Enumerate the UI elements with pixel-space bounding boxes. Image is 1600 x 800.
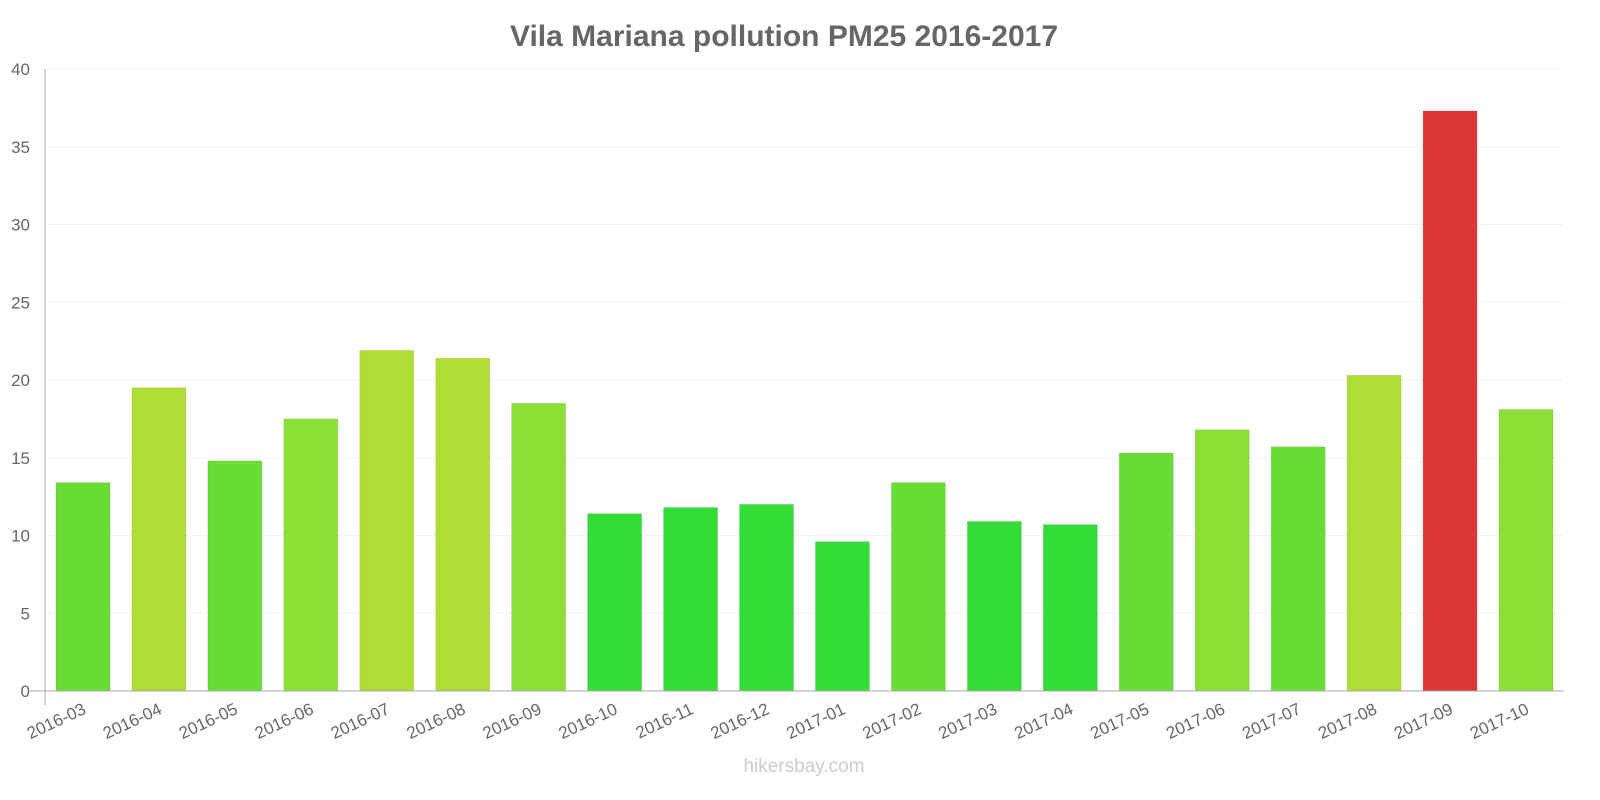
bar-2017-07[interactable] xyxy=(1270,446,1326,692)
bar-2017-05[interactable] xyxy=(1118,452,1174,692)
x-tick-label: 2016-09 xyxy=(480,699,545,743)
y-tick-label: 10 xyxy=(11,527,30,546)
x-tick-label: 2016-04 xyxy=(100,699,165,743)
y-tick-label: 5 xyxy=(21,604,30,623)
bar-2016-09[interactable] xyxy=(511,402,567,692)
x-tick-label: 2017-03 xyxy=(935,699,1000,743)
y-tick-label: 0 xyxy=(21,682,30,701)
x-tick-label: 2016-06 xyxy=(252,699,317,743)
bar-2017-04[interactable] xyxy=(1042,524,1098,692)
bar-2016-06[interactable] xyxy=(283,418,339,692)
x-tick-label: 2017-01 xyxy=(784,699,849,743)
footer-source[interactable]: hikersbay.com xyxy=(743,756,864,777)
x-tick-label: 2017-07 xyxy=(1239,699,1304,743)
bar-2016-12[interactable] xyxy=(739,503,795,692)
bar-2017-10[interactable] xyxy=(1498,409,1554,692)
x-tick-label: 2016-11 xyxy=(633,699,696,742)
y-tick-label: 20 xyxy=(11,371,30,390)
y-tick-label: 25 xyxy=(11,293,30,312)
bar-2017-03[interactable] xyxy=(966,521,1022,692)
bars xyxy=(55,110,1554,692)
x-tick-label: 2017-02 xyxy=(860,699,925,743)
bar-2016-05[interactable] xyxy=(207,460,263,692)
bar-2016-07[interactable] xyxy=(359,349,415,692)
bar-2017-06[interactable] xyxy=(1194,429,1250,692)
x-tick-label: 2016-12 xyxy=(708,699,773,743)
x-tick-label: 2017-04 xyxy=(1011,699,1076,743)
x-tick-label: 2017-10 xyxy=(1467,699,1532,743)
y-tick-labels: 0 5 10 15 20 25 30 35 40 xyxy=(11,60,30,701)
bar-2016-04[interactable] xyxy=(131,387,187,692)
x-tick-label: 2016-07 xyxy=(328,699,393,743)
bar-2017-02[interactable] xyxy=(890,482,946,692)
x-tick-label: 2017-05 xyxy=(1087,699,1152,743)
x-tick-label: 2016-10 xyxy=(556,699,621,743)
grid-lines xyxy=(45,68,1564,614)
bar-2017-08[interactable] xyxy=(1346,374,1402,692)
x-tick-label: 2016-03 xyxy=(24,699,89,743)
y-tick-label: 40 xyxy=(11,60,30,79)
x-tick-label: 2017-06 xyxy=(1163,699,1228,743)
bar-2016-11[interactable] xyxy=(663,507,719,692)
x-tick-labels: 2016-03 2016-04 2016-05 2016-06 2016-07 2016-… xyxy=(24,699,1532,743)
x-tick-label: 2017-09 xyxy=(1391,699,1456,743)
x-tick-label: 2016-05 xyxy=(176,699,241,743)
bar-2016-08[interactable] xyxy=(435,357,491,692)
bar-2017-09[interactable] xyxy=(1422,110,1478,692)
x-tick-label: 2017-08 xyxy=(1315,699,1380,743)
y-tick-label: 15 xyxy=(11,449,30,468)
bar-2017-01[interactable] xyxy=(814,541,870,692)
x-tick-label: 2016-08 xyxy=(404,699,469,743)
bar-2016-03[interactable] xyxy=(55,482,111,692)
y-tick-label: 35 xyxy=(11,138,30,157)
chart-title: Vila Mariana pollution PM25 2016-2017 xyxy=(510,20,1058,53)
bar-2016-10[interactable] xyxy=(587,513,643,692)
y-tick-label: 30 xyxy=(11,216,30,235)
